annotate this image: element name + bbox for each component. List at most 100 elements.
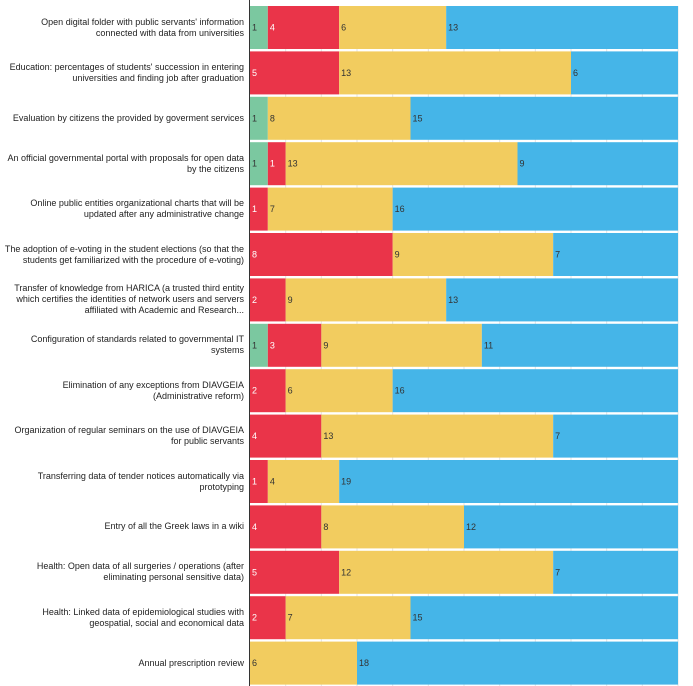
- category-label: Elimination of any exceptions from DIAVG…: [4, 369, 244, 412]
- data-label: 6: [573, 68, 578, 78]
- category-label: Evaluation by citizens the provided by g…: [4, 97, 244, 140]
- category-label: Online public entities organizational ch…: [4, 188, 244, 231]
- category-label-text: Entry of all the Greek laws in a wiki: [104, 521, 244, 532]
- data-label: 9: [288, 295, 293, 305]
- bar-segment: [321, 414, 554, 458]
- bar-segment: [267, 187, 393, 231]
- data-label: 9: [395, 250, 400, 260]
- bar-segment: [250, 6, 268, 49]
- data-label: 8: [270, 113, 275, 123]
- category-label: An official governmental portal with pro…: [4, 142, 244, 185]
- bar-segment: [392, 233, 554, 276]
- data-label: 19: [341, 477, 351, 487]
- bar-segment: [446, 278, 678, 322]
- bar-segment: [464, 505, 678, 549]
- bar-segment: [553, 550, 678, 594]
- data-label: 1: [252, 113, 257, 123]
- data-label: 13: [341, 68, 351, 78]
- bar-segment: [392, 369, 678, 413]
- bar-segment: [250, 278, 286, 322]
- bar-segment: [267, 6, 340, 49]
- bar-segment: [285, 369, 393, 413]
- data-label: 8: [252, 250, 257, 260]
- bar-segment: [250, 414, 322, 458]
- data-label: 9: [520, 159, 525, 169]
- category-label: Transferring data of tender notices auto…: [4, 460, 244, 503]
- category-label-text: Elimination of any exceptions from DIAVG…: [62, 379, 244, 401]
- bar-segment: [250, 641, 357, 685]
- bar-segment: [250, 596, 286, 640]
- data-label: 4: [252, 431, 257, 441]
- bar-segment: [250, 51, 340, 95]
- data-label: 15: [413, 113, 423, 123]
- data-label: 6: [288, 386, 293, 396]
- data-label: 9: [323, 340, 328, 350]
- data-label: 1: [252, 477, 257, 487]
- bar-segment: [250, 369, 286, 413]
- category-label: Annual prescription review: [4, 642, 244, 685]
- data-label: 4: [270, 23, 275, 33]
- category-label-text: Organization of regular seminars on the …: [14, 425, 244, 447]
- bar-segment: [321, 323, 482, 367]
- category-label-text: Transfer of knowledge from HARICA (a tru…: [14, 283, 244, 316]
- category-label-text: Online public entities organizational ch…: [30, 198, 244, 220]
- data-label: 7: [270, 204, 275, 214]
- data-label: 13: [323, 431, 333, 441]
- data-label: 16: [395, 386, 405, 396]
- bar-segment: [339, 6, 447, 49]
- data-label: 2: [252, 613, 257, 623]
- category-label-text: Evaluation by citizens the provided by g…: [12, 112, 244, 123]
- category-label-text: The adoption of e-voting in the student …: [4, 243, 244, 265]
- bar-segment: [285, 142, 518, 186]
- data-label: 12: [341, 567, 351, 577]
- data-label: 1: [252, 23, 257, 33]
- category-label-text: Health: Linked data of epidemiological s…: [42, 606, 244, 628]
- data-label: 13: [448, 23, 458, 33]
- data-label: 8: [323, 522, 328, 532]
- bar-segment: [250, 550, 340, 594]
- data-label: 11: [484, 340, 493, 350]
- category-label-text: An official governmental portal with pro…: [7, 152, 244, 174]
- data-label: 12: [466, 522, 476, 532]
- category-label: Configuration of standards related to go…: [4, 324, 244, 367]
- data-label: 6: [252, 658, 257, 668]
- data-label: 1: [270, 159, 275, 169]
- data-label: 7: [288, 613, 293, 623]
- bar-segment: [571, 51, 678, 95]
- bar-segment: [553, 414, 678, 458]
- data-label: 5: [252, 68, 257, 78]
- data-label: 4: [252, 522, 257, 532]
- category-label: Education: percentages of students' succ…: [4, 51, 244, 94]
- bar-segment: [410, 596, 678, 640]
- bar-segment: [267, 96, 411, 140]
- bar-segment: [267, 460, 340, 503]
- bar-segment: [446, 6, 678, 49]
- bar-segment: [267, 323, 322, 367]
- bar-segment: [410, 96, 678, 140]
- bar-segment: [250, 96, 268, 140]
- category-label-text: Health: Open data of all surgeries / ope…: [36, 561, 244, 583]
- data-label: 1: [252, 340, 257, 350]
- category-label: Entry of all the Greek laws in a wiki: [4, 505, 244, 548]
- category-label: Open digital folder with public servants…: [4, 6, 244, 49]
- bar-segment: [250, 233, 393, 276]
- data-label: 15: [413, 613, 423, 623]
- bar-segment: [250, 460, 268, 503]
- bar-segment: [321, 505, 464, 549]
- category-label-text: Annual prescription review: [138, 657, 244, 668]
- data-label: 1: [252, 204, 257, 214]
- category-label: Health: Open data of all surgeries / ope…: [4, 551, 244, 594]
- bar-segment: [339, 460, 678, 503]
- data-label: 7: [555, 567, 560, 577]
- data-label: 7: [555, 250, 560, 260]
- bar-segment: [481, 323, 678, 367]
- bar-segment: [285, 596, 411, 640]
- bar-segment: [285, 278, 447, 322]
- category-label-text: Configuration of standards related to go…: [30, 334, 244, 356]
- data-label: 1: [252, 159, 257, 169]
- category-label: Transfer of knowledge from HARICA (a tru…: [4, 278, 244, 321]
- bar-segment: [339, 550, 554, 594]
- bar-segment: [357, 641, 678, 685]
- bar-segment: [517, 142, 678, 186]
